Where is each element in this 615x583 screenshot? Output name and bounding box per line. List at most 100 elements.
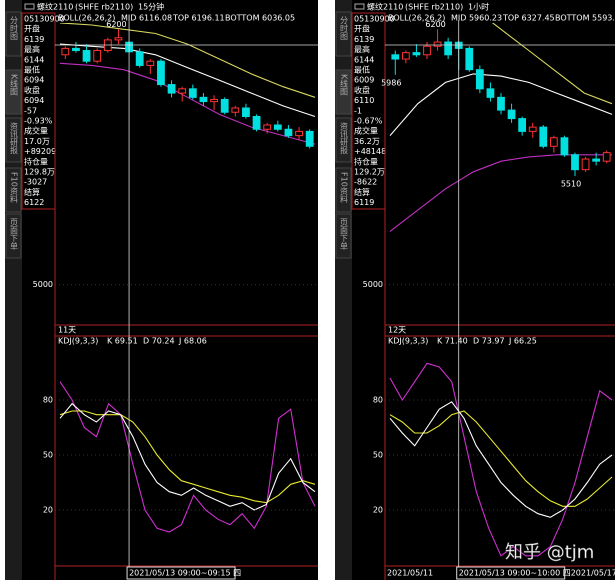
tab[interactable]: 页面下单 bbox=[10, 218, 19, 251]
candle-body bbox=[220, 98, 229, 113]
days-label: 11天 bbox=[58, 326, 76, 335]
info-item: 17.0万 bbox=[24, 137, 50, 146]
candle-body bbox=[444, 41, 453, 56]
candle-body bbox=[242, 107, 250, 117]
boll-label: BOLL(26,26,2) bbox=[58, 14, 115, 23]
candle-body bbox=[61, 47, 70, 56]
kdj-label: KDJ(9,3,3) bbox=[58, 337, 98, 346]
date-cursor-box bbox=[126, 566, 236, 580]
candle-body bbox=[486, 88, 495, 98]
kdj-j: J 68.06 bbox=[178, 337, 207, 346]
tab-box bbox=[5, 213, 22, 259]
candle-body bbox=[560, 137, 569, 156]
y-tick-label: 80 bbox=[373, 396, 383, 405]
tab[interactable]: 资讯研报 bbox=[10, 121, 19, 155]
kdj-k: K 69.51 bbox=[107, 337, 138, 346]
info-item: 6139 bbox=[24, 35, 44, 44]
candle-body bbox=[284, 128, 293, 137]
tab[interactable]: 页面下单 bbox=[340, 218, 349, 251]
days-label: 12天 bbox=[388, 326, 406, 335]
candle-body bbox=[199, 96, 208, 103]
tab-box bbox=[335, 117, 352, 163]
candle-body bbox=[72, 47, 80, 52]
info-item: -0.67% bbox=[354, 117, 383, 126]
candle-body bbox=[167, 84, 176, 94]
price-annotation: 5510 bbox=[561, 180, 581, 189]
info-item: 6094 bbox=[24, 96, 44, 105]
tab[interactable]: K线图 bbox=[10, 74, 19, 96]
kdj-label: KDJ(9,3,3) bbox=[388, 337, 428, 346]
info-item: 最低 bbox=[24, 65, 40, 75]
date-label: 2021/05/17 bbox=[571, 569, 615, 578]
kdj-d: D 70.24 bbox=[143, 337, 175, 346]
info-item: -3027 bbox=[24, 178, 47, 187]
panel-bg bbox=[335, 0, 615, 580]
y-tick-label: 80 bbox=[43, 396, 53, 405]
info-item: 6110 bbox=[354, 96, 374, 105]
candle-body bbox=[231, 107, 240, 113]
info-item: 结算 bbox=[24, 187, 40, 197]
y-tick-label: 50 bbox=[373, 451, 383, 460]
boll-bottom: BOTTOM 6036.05 bbox=[225, 14, 295, 23]
info-item: 开盘 bbox=[24, 24, 40, 34]
candle-body bbox=[273, 124, 282, 130]
candle-body bbox=[581, 158, 590, 171]
tab[interactable]: F10资料 bbox=[10, 172, 19, 204]
tab-box bbox=[335, 167, 352, 213]
candle-body bbox=[252, 115, 261, 130]
kdj-k: K 71.40 bbox=[437, 337, 468, 346]
y-tick-label: 50 bbox=[43, 451, 53, 460]
line bbox=[389, 401, 613, 518]
info-item: 6119 bbox=[354, 198, 374, 207]
y-tick-label: 20 bbox=[373, 506, 383, 515]
symbol-code: (SHFE rb2110) bbox=[405, 3, 463, 12]
tab[interactable]: 分时图 bbox=[340, 16, 349, 41]
candle-body bbox=[602, 152, 611, 162]
candle-body bbox=[549, 137, 558, 147]
info-item: -8622 bbox=[354, 178, 377, 187]
info-item: 6144 bbox=[354, 55, 374, 64]
info-item: 129.2万 bbox=[354, 168, 385, 177]
info-item: 6009 bbox=[354, 76, 374, 85]
tab[interactable]: 分时图 bbox=[10, 16, 19, 41]
period[interactable]: 1小时 bbox=[468, 2, 489, 12]
info-item: 结算 bbox=[354, 187, 370, 197]
y-tick-label: 20 bbox=[43, 506, 53, 515]
price-annotation: 6200 bbox=[425, 20, 445, 29]
info-item: -57 bbox=[24, 106, 37, 115]
candle-body bbox=[528, 126, 537, 132]
watermark: 知乎 @tjm bbox=[505, 542, 594, 563]
kdj-j: J 66.25 bbox=[508, 337, 537, 346]
info-item: 持仓量 bbox=[354, 156, 378, 166]
candle-body bbox=[539, 126, 548, 147]
line bbox=[389, 410, 613, 507]
candle-body bbox=[135, 51, 144, 66]
candle-body bbox=[210, 98, 218, 103]
boll-top: TOP 6327.45 bbox=[502, 14, 555, 23]
tab[interactable]: F10资料 bbox=[340, 172, 349, 204]
line bbox=[491, 23, 613, 105]
boll-bottom: BOTTOM 5593.01 bbox=[555, 14, 615, 23]
candle-body bbox=[507, 109, 516, 120]
info-item: 最高 bbox=[24, 44, 40, 54]
symbol-title: 螺纹2110 bbox=[37, 2, 73, 12]
info-item: 成交量 bbox=[354, 126, 378, 136]
candle-body bbox=[263, 124, 272, 130]
tab[interactable]: 资讯研报 bbox=[340, 121, 349, 155]
candle-body bbox=[475, 69, 484, 90]
tab[interactable]: K线图 bbox=[340, 74, 349, 96]
price-annotation: 6200 bbox=[106, 20, 126, 29]
candle-body bbox=[423, 45, 431, 56]
y-tick-label: 5000 bbox=[363, 280, 383, 289]
info-item: 6122 bbox=[24, 198, 44, 207]
candle-body bbox=[93, 50, 102, 62]
line bbox=[389, 362, 613, 557]
info-item: +48148 bbox=[354, 147, 386, 156]
info-item: 持仓量 bbox=[24, 156, 48, 166]
period[interactable]: 15分钟 bbox=[138, 2, 164, 12]
candle-body bbox=[82, 50, 91, 62]
line bbox=[59, 410, 316, 504]
candle-body bbox=[305, 130, 314, 147]
info-item: 收盘 bbox=[24, 85, 40, 95]
